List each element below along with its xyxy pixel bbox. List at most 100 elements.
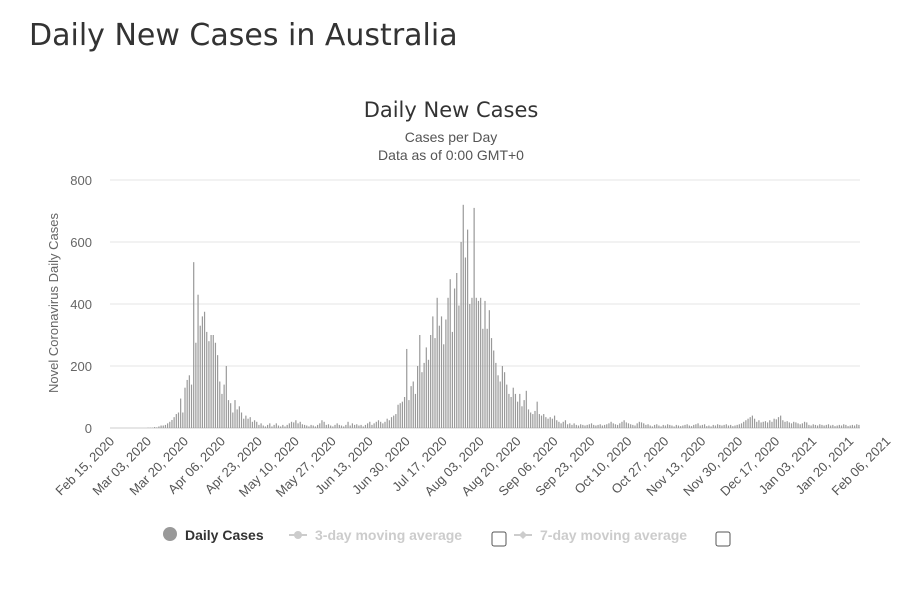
y-tick-label: 400 — [70, 297, 92, 312]
bar — [571, 424, 573, 428]
bar — [382, 423, 384, 428]
bar — [317, 424, 319, 428]
bar — [517, 401, 519, 428]
bar — [638, 421, 640, 428]
bar — [343, 426, 345, 428]
bar — [682, 425, 684, 428]
y-tick-label: 0 — [85, 421, 92, 436]
bar — [493, 350, 495, 428]
bar — [453, 288, 456, 428]
bar — [808, 424, 810, 428]
bar — [256, 421, 258, 428]
bar — [495, 362, 497, 428]
bar — [743, 421, 745, 428]
bar — [736, 424, 738, 428]
bar — [619, 423, 621, 428]
checkbox-7-day-average[interactable] — [715, 531, 731, 547]
bar — [762, 421, 764, 428]
y-tick-label: 600 — [70, 235, 92, 250]
bar — [721, 425, 723, 428]
bar — [651, 426, 653, 428]
bar — [227, 400, 230, 428]
bar — [749, 417, 751, 428]
bar — [582, 424, 584, 428]
bar — [601, 425, 603, 428]
bar — [719, 424, 721, 428]
bar — [225, 366, 227, 428]
bar — [201, 316, 203, 428]
bar — [153, 427, 156, 428]
bar — [706, 426, 708, 428]
bar — [412, 381, 414, 428]
bar — [486, 328, 488, 428]
bar — [323, 421, 325, 428]
bar — [417, 366, 419, 428]
bar — [462, 204, 464, 428]
bar — [723, 424, 725, 428]
bar — [717, 424, 719, 428]
bar — [621, 421, 623, 428]
bar — [173, 417, 175, 428]
bar — [156, 427, 158, 428]
bar — [536, 401, 538, 428]
bar — [653, 424, 656, 428]
bar — [630, 424, 632, 428]
bar — [377, 420, 380, 428]
bar — [393, 415, 395, 428]
bar — [288, 423, 290, 428]
bar — [734, 425, 736, 428]
legend-item-3-day-average[interactable]: 3-day moving average — [289, 527, 462, 543]
bar — [334, 424, 336, 428]
bar — [167, 423, 169, 428]
bar — [712, 424, 714, 428]
bar — [203, 311, 206, 428]
bar — [532, 414, 534, 428]
bar — [210, 335, 212, 428]
bar — [584, 425, 586, 428]
bar — [177, 412, 180, 428]
bar — [636, 423, 638, 428]
bar — [564, 420, 567, 428]
bar — [769, 420, 771, 428]
bar — [430, 335, 432, 428]
legend-marker-7-day-average — [519, 531, 527, 539]
bar — [858, 424, 860, 428]
bar — [580, 424, 582, 428]
bar — [660, 426, 662, 428]
bar — [690, 426, 693, 428]
bar — [764, 421, 767, 428]
bar — [688, 425, 690, 428]
bar — [290, 421, 293, 428]
checkbox-3-day-average[interactable] — [491, 531, 507, 547]
bar — [771, 421, 773, 428]
bar — [169, 421, 171, 428]
bar — [275, 423, 277, 428]
bar — [675, 424, 677, 428]
bar — [523, 400, 525, 428]
bar — [843, 424, 845, 428]
bar — [427, 359, 430, 428]
bar — [280, 426, 282, 428]
bar — [245, 415, 247, 428]
bar — [269, 423, 271, 428]
bar — [234, 400, 236, 428]
bar — [197, 294, 199, 428]
bar — [569, 423, 571, 428]
bar — [708, 425, 710, 428]
bar — [314, 426, 317, 428]
bar — [160, 425, 162, 428]
bar — [362, 426, 364, 428]
bar — [745, 420, 747, 428]
legend-item-7-day-average[interactable]: 7-day moving average — [514, 527, 687, 543]
bar — [558, 421, 560, 428]
bar — [738, 424, 740, 428]
bar — [230, 403, 232, 428]
bar — [353, 424, 356, 428]
bar — [199, 325, 201, 428]
legend: Daily Cases 3-day moving average 7-day m… — [163, 527, 731, 547]
bar — [562, 421, 564, 428]
bar — [208, 341, 210, 428]
bar — [262, 425, 264, 428]
legend-item-daily-cases[interactable]: Daily Cases — [163, 527, 264, 543]
